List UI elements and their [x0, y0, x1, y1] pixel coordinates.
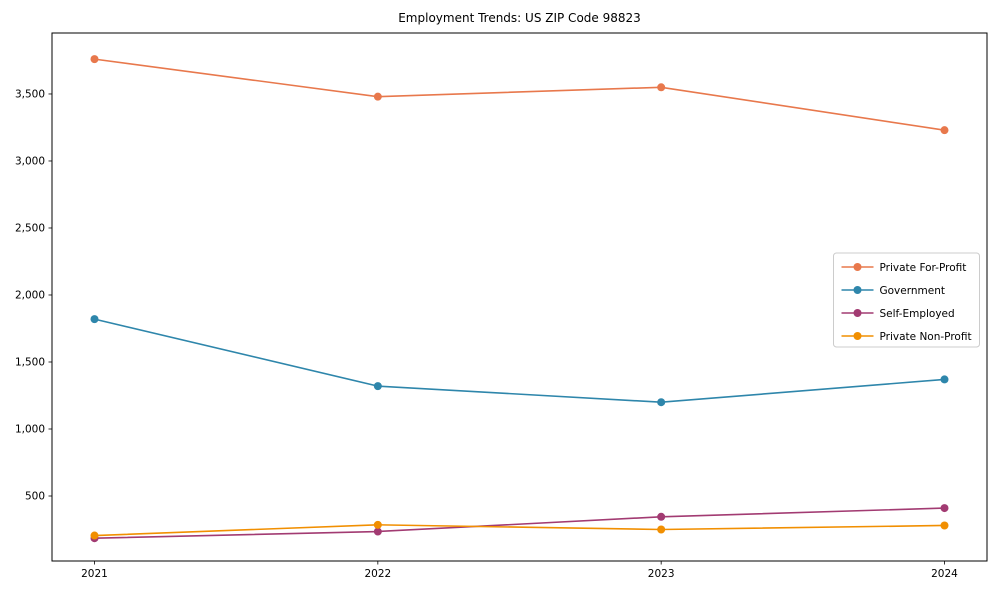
y-axis-tick-label: 1,000 [15, 424, 45, 436]
legend-entry: Private Non-Profit [841, 331, 972, 343]
legend-label: Government [880, 285, 945, 297]
data-point-marker [90, 531, 99, 540]
y-axis-tick-label: 3,500 [15, 89, 45, 101]
data-point-marker [373, 382, 382, 391]
y-axis-tick-label: 1,500 [15, 357, 45, 369]
chart-title: Employment Trends: US ZIP Code 98823 [398, 11, 641, 25]
legend-marker [853, 309, 862, 317]
legend-marker [853, 332, 862, 340]
series-line-self-employed [94, 507, 945, 540]
legend-label: Self-Employed [880, 308, 955, 320]
y-axis-tick-label: 2,000 [15, 290, 45, 302]
series-line-private-non-profit [94, 524, 945, 537]
legend-entry: Self-Employed [841, 308, 955, 320]
legend: Private For-Profit Government Self-Employe… [833, 252, 980, 348]
data-point-marker [657, 512, 666, 521]
x-axis-tick-label: 2022 [364, 568, 391, 580]
data-point-marker [657, 83, 666, 92]
legend-marker [853, 263, 862, 271]
data-point-marker [940, 504, 949, 513]
data-point-marker [90, 55, 99, 64]
data-point-marker [940, 521, 949, 530]
legend-label: Private Non-Profit [880, 331, 972, 343]
data-point-marker [373, 92, 382, 101]
x-axis-tick-label: 2024 [931, 568, 958, 580]
y-axis-tick-label: 2,500 [15, 223, 45, 235]
x-axis-tick-label: 2021 [81, 568, 108, 580]
legend-label: Private For-Profit [880, 262, 967, 274]
data-point-marker [940, 126, 949, 135]
legend-entry: Government [841, 285, 945, 297]
legend-box [833, 252, 980, 348]
series-line-private-for-profit [94, 58, 945, 131]
y-axis-tick-label: 3,000 [15, 156, 45, 168]
data-point-marker [373, 520, 382, 529]
data-point-marker [657, 525, 666, 534]
legend-marker [853, 286, 862, 294]
plot-area [51, 32, 988, 562]
data-point-marker [373, 527, 382, 536]
data-point-marker [90, 315, 99, 324]
series-line-government [94, 318, 945, 403]
data-point-marker [657, 398, 666, 407]
data-point-marker [940, 375, 949, 384]
x-axis-tick-label: 2023 [648, 568, 675, 580]
legend-entry: Private For-Profit [841, 262, 967, 274]
y-axis-tick-label: 500 [25, 491, 45, 503]
